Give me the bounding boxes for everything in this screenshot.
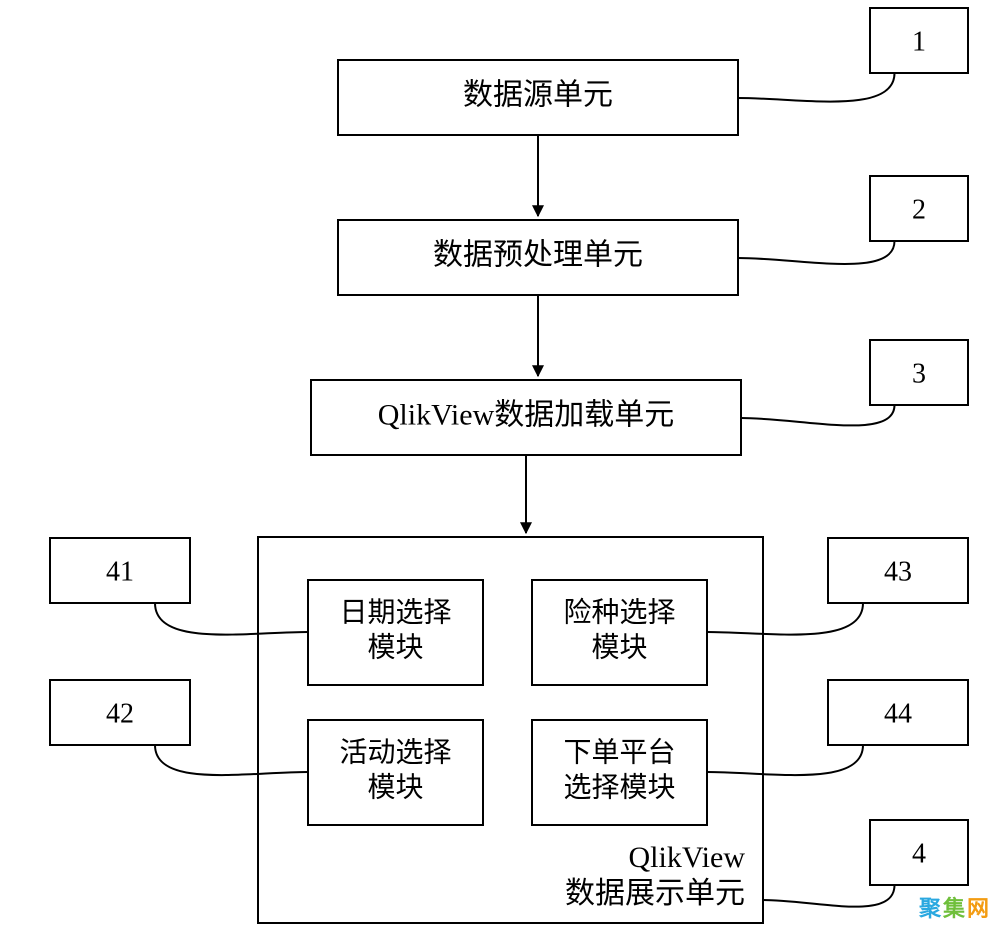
sub-box-sub41: 日期选择模块 bbox=[308, 580, 483, 685]
watermark-char-1: 集 bbox=[942, 896, 966, 921]
number-box-num2: 2 bbox=[870, 176, 968, 241]
number-box-num44: 44 bbox=[828, 680, 968, 745]
sub-box-sub42-label-line-1: 模块 bbox=[367, 771, 423, 803]
main-box-box3: QlikView数据加载单元 bbox=[311, 380, 741, 455]
main-box-box3-label-line-0: QlikView数据加载单元 bbox=[378, 398, 675, 431]
main-box-box1-label-line-0: 数据源单元 bbox=[463, 78, 613, 111]
sub-box-sub44: 下单平台选择模块 bbox=[532, 720, 707, 825]
sub-box-sub42: 活动选择模块 bbox=[308, 720, 483, 825]
watermark: 聚集网 bbox=[918, 896, 989, 921]
watermark-char-0: 聚 bbox=[918, 896, 942, 921]
sub-box-sub43-label-line-0: 险种选择 bbox=[563, 596, 675, 628]
connector-num2 bbox=[738, 241, 895, 264]
number-box-num44-label: 44 bbox=[884, 698, 912, 729]
number-box-num4: 4 bbox=[870, 820, 968, 885]
number-box-num3-label: 3 bbox=[912, 358, 926, 389]
number-box-num41-label: 41 bbox=[106, 556, 134, 587]
box4-caption-line-1: 数据展示单元 bbox=[565, 877, 745, 910]
number-box-num42: 42 bbox=[50, 680, 190, 745]
sub-box-sub43-label-line-1: 模块 bbox=[591, 631, 647, 663]
main-box-box1: 数据源单元 bbox=[338, 60, 738, 135]
number-box-num1-label: 1 bbox=[912, 26, 926, 57]
sub-box-sub43: 险种选择模块 bbox=[532, 580, 707, 685]
sub-box-sub44-label-line-0: 下单平台 bbox=[563, 736, 675, 768]
main-box-box2-label-line-0: 数据预处理单元 bbox=[433, 238, 643, 271]
main-box-box2: 数据预处理单元 bbox=[338, 220, 738, 295]
number-box-num1: 1 bbox=[870, 8, 968, 73]
number-box-num43-label: 43 bbox=[884, 556, 912, 587]
number-box-num42-label: 42 bbox=[106, 698, 134, 729]
flowchart-diagram: 数据源单元数据预处理单元 QlikView数据加载单元 QlikView数据展示单元… bbox=[0, 0, 1000, 929]
box4-caption-line-0: QlikView bbox=[628, 841, 745, 874]
connector-num1 bbox=[738, 73, 895, 102]
sub-box-sub41-label-line-1: 模块 bbox=[367, 631, 423, 663]
connector-num4 bbox=[763, 885, 895, 907]
sub-box-sub42-label-line-0: 活动选择 bbox=[339, 736, 451, 768]
number-box-num2-label: 2 bbox=[912, 194, 926, 225]
number-box-num4-label: 4 bbox=[912, 838, 926, 869]
watermark-char-2: 网 bbox=[967, 896, 989, 921]
connector-num3 bbox=[741, 405, 895, 425]
sub-box-sub44-label-line-1: 选择模块 bbox=[563, 771, 675, 803]
number-box-num43: 43 bbox=[828, 538, 968, 603]
number-box-num41: 41 bbox=[50, 538, 190, 603]
sub-box-sub41-label-line-0: 日期选择 bbox=[339, 596, 451, 628]
number-box-num3: 3 bbox=[870, 340, 968, 405]
